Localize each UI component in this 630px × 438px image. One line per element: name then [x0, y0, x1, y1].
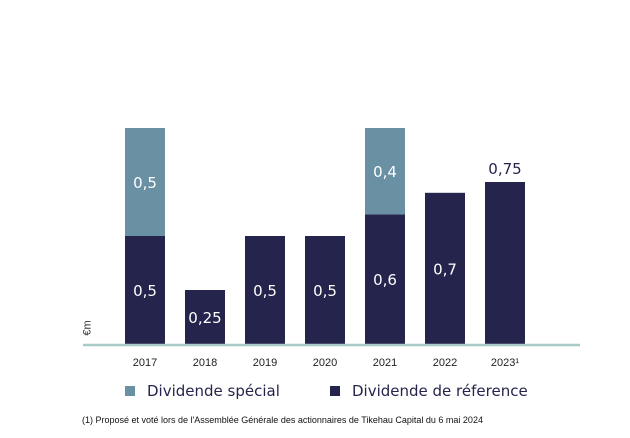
- legend-item-special: Dividende spécial: [125, 382, 280, 400]
- data-label: 0,6: [373, 271, 397, 289]
- bar-reference-2018: [185, 290, 225, 344]
- data-label: 0,75: [488, 160, 521, 178]
- data-label: 0,25: [188, 309, 221, 327]
- y-axis-label: €m: [81, 320, 94, 336]
- bar-reference-2019: [245, 236, 285, 344]
- x-tick-label: 2018: [193, 357, 217, 369]
- bar-reference-2023¹: [485, 182, 525, 344]
- data-label: 0,5: [133, 174, 157, 192]
- bar-reference-2017: [125, 236, 165, 344]
- footnote: (1) Proposé et voté lors de l'Assemblée …: [82, 415, 483, 425]
- data-label: 0,4: [373, 163, 397, 181]
- data-label: 0,5: [133, 282, 157, 300]
- data-label: 0,5: [313, 282, 337, 300]
- legend-swatch-special: [125, 386, 135, 396]
- bar-special-2021: [365, 128, 405, 215]
- x-tick-label: 2022: [433, 357, 457, 369]
- x-tick-label: 2019: [253, 357, 277, 369]
- x-tick-label: 2023¹: [491, 357, 519, 369]
- x-tick-label: 2017: [133, 357, 157, 369]
- legend-label-reference: Dividende de réference: [352, 382, 528, 400]
- legend-swatch-reference: [330, 386, 340, 396]
- data-label: 0,5: [253, 282, 277, 300]
- legend-item-reference: Dividende de réference: [330, 382, 528, 400]
- legend-label-special: Dividende spécial: [147, 382, 280, 400]
- bar-reference-2020: [305, 236, 345, 344]
- bar-special-2017: [125, 128, 165, 236]
- x-tick-label: 2020: [313, 357, 337, 369]
- bar-reference-2021: [365, 214, 405, 344]
- x-tick-label: 2021: [373, 357, 397, 369]
- bar-reference-2022: [425, 192, 465, 344]
- data-label: 0,7: [433, 260, 457, 278]
